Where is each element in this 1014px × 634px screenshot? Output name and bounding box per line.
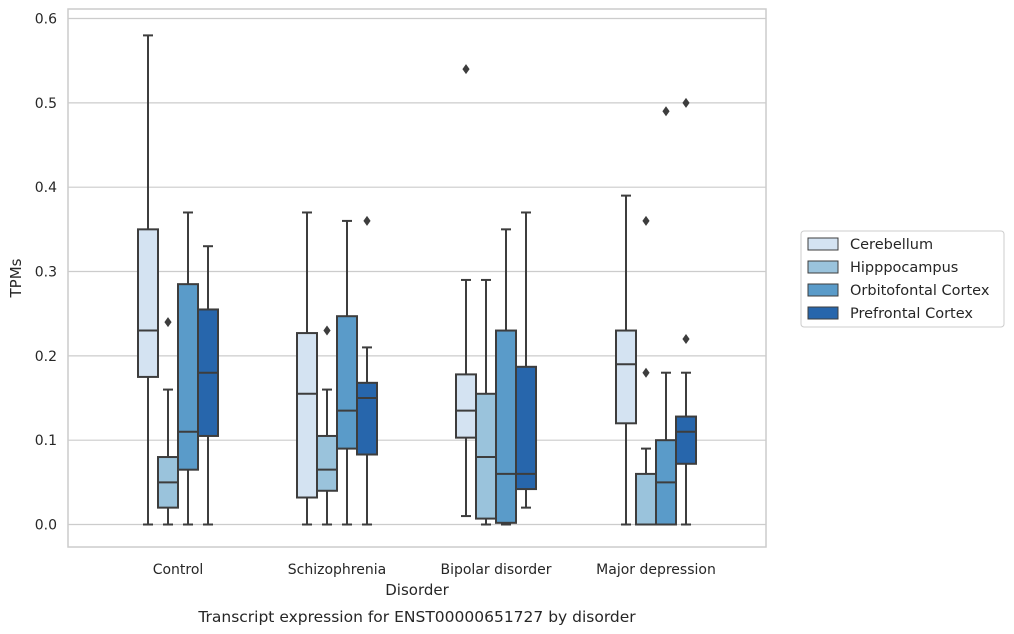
plot-frame (67, 8, 767, 548)
box-iqr (515, 365, 537, 491)
outlier-point (363, 215, 371, 226)
outlier-point (323, 325, 331, 336)
outlier-point (642, 215, 650, 226)
outlier-point (682, 333, 690, 344)
y-tick-label: 0.4 (35, 180, 57, 196)
y-axis-label: TPMs (7, 258, 25, 298)
y-tick-label: 0.1 (35, 433, 57, 449)
box-iqr (455, 373, 477, 439)
outlier-point (642, 367, 650, 378)
y-tick-labels: 0.0 0.1 0.2 0.3 0.4 0.5 0.6 (35, 12, 57, 534)
box-plot (495, 228, 517, 526)
box-plot (197, 245, 219, 526)
y-tick-label: 0.0 (35, 518, 57, 534)
outlier-point (682, 97, 690, 108)
legend-swatch (807, 306, 839, 320)
legend-entries: Cerebellum Hipppocampus Orbitofontal Corte… (807, 237, 990, 322)
y-tick-label: 0.3 (35, 265, 57, 281)
box-iqr (177, 283, 199, 471)
x-tick-label: Schizophrenia (288, 562, 386, 578)
outlier-point (164, 317, 172, 328)
box-plot (157, 317, 179, 526)
legend-swatch (807, 237, 839, 251)
box-plot (655, 106, 677, 526)
box-groups (137, 34, 697, 526)
box-iqr (675, 415, 697, 465)
x-tick-label: Bipolar disorder (440, 562, 551, 578)
box-iqr (137, 228, 159, 378)
outlier-point (462, 64, 470, 75)
box-iqr (615, 329, 637, 425)
box-plot (356, 215, 378, 526)
x-axis-label: Disorder (385, 581, 449, 599)
box-iqr (356, 381, 378, 456)
box-plot (635, 215, 657, 526)
box-plot (455, 64, 477, 518)
box-plot (615, 194, 637, 526)
legend-label: Hipppocampus (850, 260, 958, 276)
box-plot (296, 211, 318, 526)
x-tick-label: Control (153, 562, 204, 578)
legend: Cerebellum Hipppocampus Orbitofontal Corte… (800, 230, 1005, 328)
legend-swatch (807, 260, 839, 274)
x-tick-label: Major depression (596, 562, 716, 578)
box-plot (515, 211, 537, 509)
y-tick-label: 0.6 (35, 12, 57, 28)
box-iqr (336, 315, 358, 450)
legend-frame (800, 230, 1005, 328)
box-plot (316, 325, 338, 526)
legend-label: Prefrontal Cortex (850, 306, 973, 322)
legend-swatch (807, 283, 839, 297)
box-iqr (296, 332, 318, 499)
x-tick-labels: Control Schizophrenia Bipolar disorder Majo… (153, 562, 716, 578)
chart-caption: Transcript expression for ENST0000065172… (197, 608, 636, 626)
box-iqr (316, 434, 338, 492)
box-plot (675, 97, 697, 526)
legend-label: Orbitofontal Cortex (850, 283, 990, 299)
box-plot (137, 34, 159, 526)
box-iqr (495, 329, 517, 524)
box-iqr (635, 472, 657, 526)
y-tick-label: 0.5 (35, 96, 57, 112)
outlier-point (662, 106, 670, 117)
y-tick-label: 0.2 (35, 349, 57, 365)
legend-label: Cerebellum (850, 237, 933, 253)
